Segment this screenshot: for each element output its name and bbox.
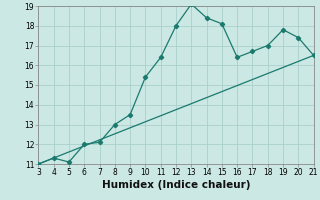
X-axis label: Humidex (Indice chaleur): Humidex (Indice chaleur) xyxy=(102,180,250,190)
